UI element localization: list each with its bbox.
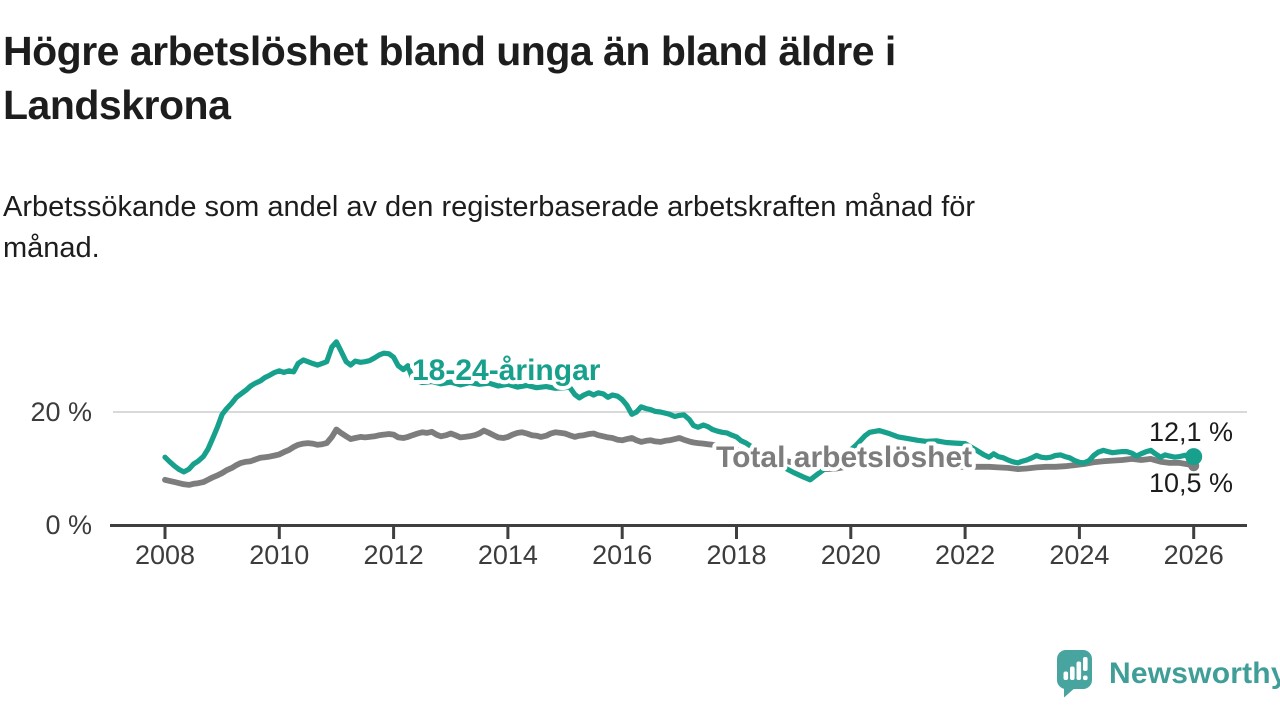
series-line-youth: [162, 339, 1197, 483]
page-title-line1: Högre arbetslöshet bland unga än bland ä…: [3, 28, 896, 74]
series-label-total: Total arbetslöshet: [716, 441, 972, 474]
x-axis-tick-label: 2018: [706, 540, 766, 570]
page-subtitle-line2: månad.: [3, 232, 100, 264]
page-subtitle-line1: Arbetssökande som andel av den registerb…: [3, 191, 976, 223]
newsworthy-speech-bubble-bar-chart-icon: [1057, 649, 1092, 697]
y-axis-label-20: 20 %: [30, 397, 92, 427]
newsworthy-logo: Newsworthy: [1056, 648, 1280, 700]
end-value-label-youth: 12,1 %: [1149, 417, 1233, 447]
x-axis-tick-label: 2024: [1049, 540, 1109, 570]
page-title-line2: Landskrona: [3, 82, 231, 128]
brand-name: Newsworthy: [1109, 657, 1280, 690]
x-axis-tick-label: 2022: [935, 540, 995, 570]
x-axis-tick-label: 2016: [592, 540, 652, 570]
x-axis-tick-label: 2026: [1164, 540, 1224, 570]
x-axis-tick-label: 2010: [249, 540, 309, 570]
x-axis-tick-label: 2012: [364, 540, 424, 570]
y-axis-label-0: 0 %: [45, 510, 92, 540]
end-value-label-total: 10,5 %: [1149, 468, 1233, 498]
x-axis-tick-label: 2020: [821, 540, 881, 570]
x-axis-tick-label: 2008: [135, 540, 195, 570]
series-end-dot-youth: [1185, 448, 1203, 466]
chart-plot-layer: 2008 2010 2012 2014 2016 2018 2020 2022 2024 2026: [110, 339, 1247, 570]
x-axis-tick-label: 2014: [478, 540, 538, 570]
page-title: Högre arbetslöshet bland unga än bland ä…: [3, 24, 1263, 132]
chart-label-layer: 20 % 0 % 18-24-åringar Total arbetslöshe…: [30, 350, 1233, 540]
page-subtitle: Arbetssökande som andel av den registerb…: [3, 187, 1263, 269]
series-label-youth: 18-24-åringar: [412, 354, 601, 387]
series-line-total: [162, 426, 1197, 488]
